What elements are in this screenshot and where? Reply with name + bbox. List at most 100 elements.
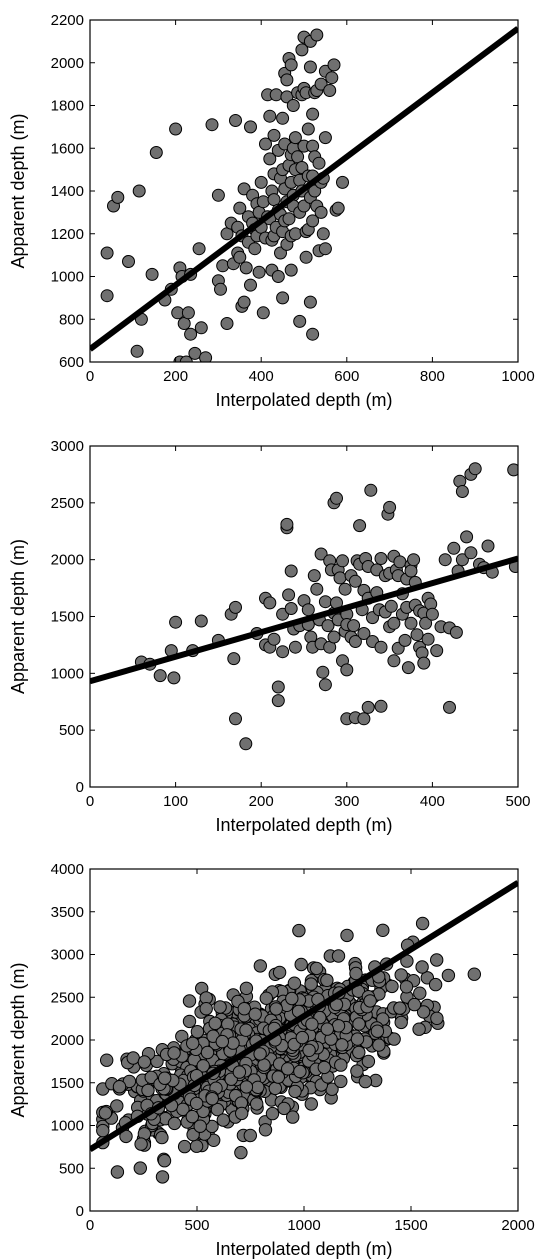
data-point	[295, 1030, 309, 1045]
data-point	[352, 1045, 366, 1060]
data-point	[430, 1011, 444, 1025]
data-point	[352, 1017, 366, 1031]
data-point	[248, 242, 262, 256]
y-tick-label: 500	[59, 722, 84, 739]
data-point	[243, 1128, 258, 1143]
y-tick-label: 2500	[51, 989, 84, 1006]
data-point	[179, 355, 193, 362]
data-point	[314, 77, 328, 91]
y-tick-label: 2000	[51, 1032, 84, 1049]
data-point	[291, 150, 305, 164]
data-point	[467, 967, 481, 981]
x-tick-label: 500	[505, 793, 530, 810]
data-point	[248, 1007, 262, 1021]
data-point	[286, 99, 300, 112]
data-point	[441, 968, 456, 983]
y-tick-label: 800	[59, 311, 84, 328]
data-point	[340, 663, 354, 677]
data-point	[274, 246, 287, 260]
data-point	[306, 107, 320, 121]
data-point	[284, 263, 298, 277]
data-point	[308, 184, 322, 198]
x-tick-label: 1500	[394, 1217, 427, 1234]
data-point	[252, 265, 266, 279]
data-point	[216, 1113, 231, 1127]
plot-area	[90, 26, 518, 362]
y-tick-label: 1200	[51, 226, 84, 243]
data-point	[394, 968, 408, 982]
data-point	[357, 712, 371, 726]
data-point	[376, 923, 390, 937]
data-point	[303, 295, 317, 309]
data-point	[199, 1002, 213, 1016]
data-point	[199, 351, 213, 362]
data-point	[181, 306, 195, 320]
y-tick-label: 1500	[51, 1075, 84, 1092]
data-point	[318, 131, 332, 145]
x-tick-label: 1000	[287, 1217, 320, 1234]
data-point	[253, 1047, 267, 1061]
data-point	[304, 977, 318, 991]
data-point	[263, 109, 277, 123]
data-point	[401, 661, 415, 675]
data-point	[357, 627, 371, 640]
data-point	[254, 175, 268, 189]
data-point	[126, 1051, 140, 1065]
data-point	[271, 1070, 285, 1084]
data-point	[430, 644, 444, 658]
data-point	[425, 607, 439, 621]
data-point	[257, 1058, 271, 1072]
data-point	[297, 199, 311, 213]
data-point	[350, 1064, 364, 1078]
data-point	[269, 1002, 283, 1016]
plot-area	[90, 880, 518, 1184]
data-point	[399, 980, 414, 994]
data-point	[282, 588, 296, 602]
data-point	[407, 997, 422, 1012]
data-point	[407, 553, 421, 567]
regression-line	[90, 555, 518, 685]
data-point	[301, 603, 315, 617]
data-point	[316, 227, 330, 241]
data-point	[137, 1055, 152, 1069]
data-point	[267, 128, 281, 142]
data-point	[158, 1071, 172, 1085]
data-point	[307, 569, 321, 583]
data-point	[182, 994, 197, 1008]
data-point	[229, 712, 242, 726]
y-tick-label: 1400	[51, 183, 84, 200]
data-point	[205, 1092, 219, 1106]
data-point	[325, 71, 339, 85]
data-point	[112, 1080, 127, 1094]
data-point	[393, 1001, 407, 1015]
data-point	[387, 616, 401, 630]
data-point	[361, 700, 375, 714]
data-point	[384, 599, 398, 613]
data-point	[306, 214, 320, 228]
data-point	[304, 1097, 318, 1111]
data-point	[192, 242, 206, 256]
y-tick-label: 2000	[51, 55, 84, 72]
data-point	[306, 139, 320, 153]
chart-panel-1: 0 200 400 600 800 1000 600 800 1000 1200 1400 1600 1…	[8, 12, 535, 410]
data-point	[404, 616, 418, 630]
data-point	[282, 212, 296, 226]
data-point	[327, 58, 341, 72]
data-point	[189, 1139, 204, 1153]
data-point	[416, 1005, 431, 1019]
data-point	[287, 976, 302, 990]
data-point	[276, 111, 290, 125]
data-point	[349, 966, 363, 981]
data-point	[250, 1097, 264, 1111]
data-point	[263, 596, 277, 610]
data-point	[334, 1058, 348, 1072]
data-point	[276, 291, 290, 305]
data-point	[193, 1119, 207, 1133]
data-point	[100, 289, 114, 303]
data-point	[167, 671, 181, 685]
y-axis-label: Apparent depth (m)	[8, 539, 28, 694]
data-point	[185, 1109, 200, 1124]
data-point	[350, 1032, 365, 1046]
data-point	[227, 652, 241, 666]
